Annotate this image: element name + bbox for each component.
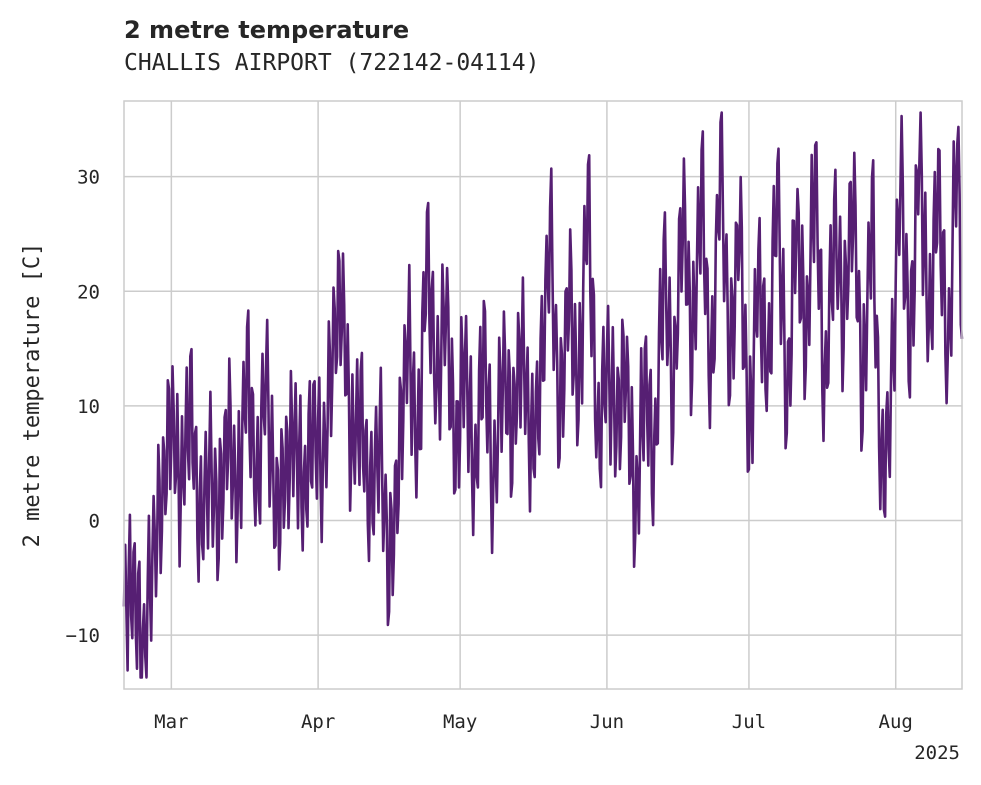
y-tick-label: 20 xyxy=(77,281,100,303)
x-tick-label: Jul xyxy=(732,711,766,733)
chart-title: 2 metre temperature xyxy=(124,16,410,44)
x-tick-label: Mar xyxy=(154,711,188,733)
x-tick-label: May xyxy=(443,711,477,733)
x-tick-label: Apr xyxy=(301,711,335,733)
chart-subtitle: CHALLIS AIRPORT (722142-04114) xyxy=(124,50,540,76)
y-tick-label: 10 xyxy=(77,396,100,418)
x-year-label: 2025 xyxy=(914,742,960,764)
y-tick-label: 0 xyxy=(89,511,100,533)
y-tick-label: 30 xyxy=(77,167,100,189)
tick-labels: −10 0 10 20 30 Mar Apr May Jun Jul Aug xyxy=(66,167,913,733)
temperature-series-line xyxy=(122,111,964,679)
plot-frame xyxy=(123,100,963,690)
y-axis-label: 2 metre temperature [C] xyxy=(20,243,45,548)
y-tick-label: −10 xyxy=(66,625,100,647)
series-layer xyxy=(122,111,964,679)
x-tick-label: Aug xyxy=(879,711,913,733)
x-tick-label: Jun xyxy=(590,711,624,733)
